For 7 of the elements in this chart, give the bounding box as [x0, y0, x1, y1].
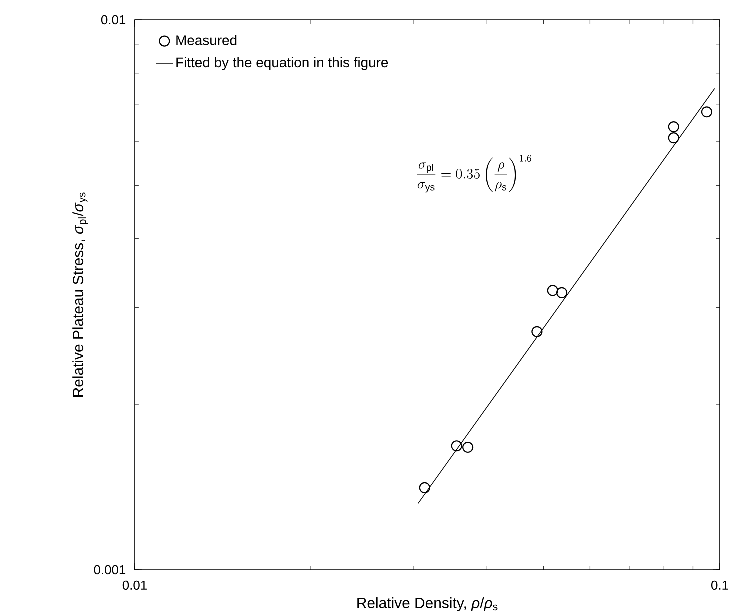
x-axis-title: Relative Density, ρ/ρ$_{s}$ — [358, 598, 498, 612]
legend-label: Fitted by the equation in this figure — [176, 57, 388, 70]
annotation: $\frac{\sigma_{\mathrm{pl}}}{\sigma_{\mathrm{ys}}} = 0.35\left(\frac{\rho}{\rho_{\mathrm{s}}}\right)^{1.6}$ — [417, 155, 532, 193]
x-tick-label: 0.1 — [711, 580, 728, 590]
y-axis-title: Relative Plateau Stress, σ$_{pl}$/σ$_{ys}$ — [72, 192, 88, 397]
legend-label: Measured — [176, 35, 237, 46]
y-tick-label: 0.001 — [94, 565, 126, 575]
